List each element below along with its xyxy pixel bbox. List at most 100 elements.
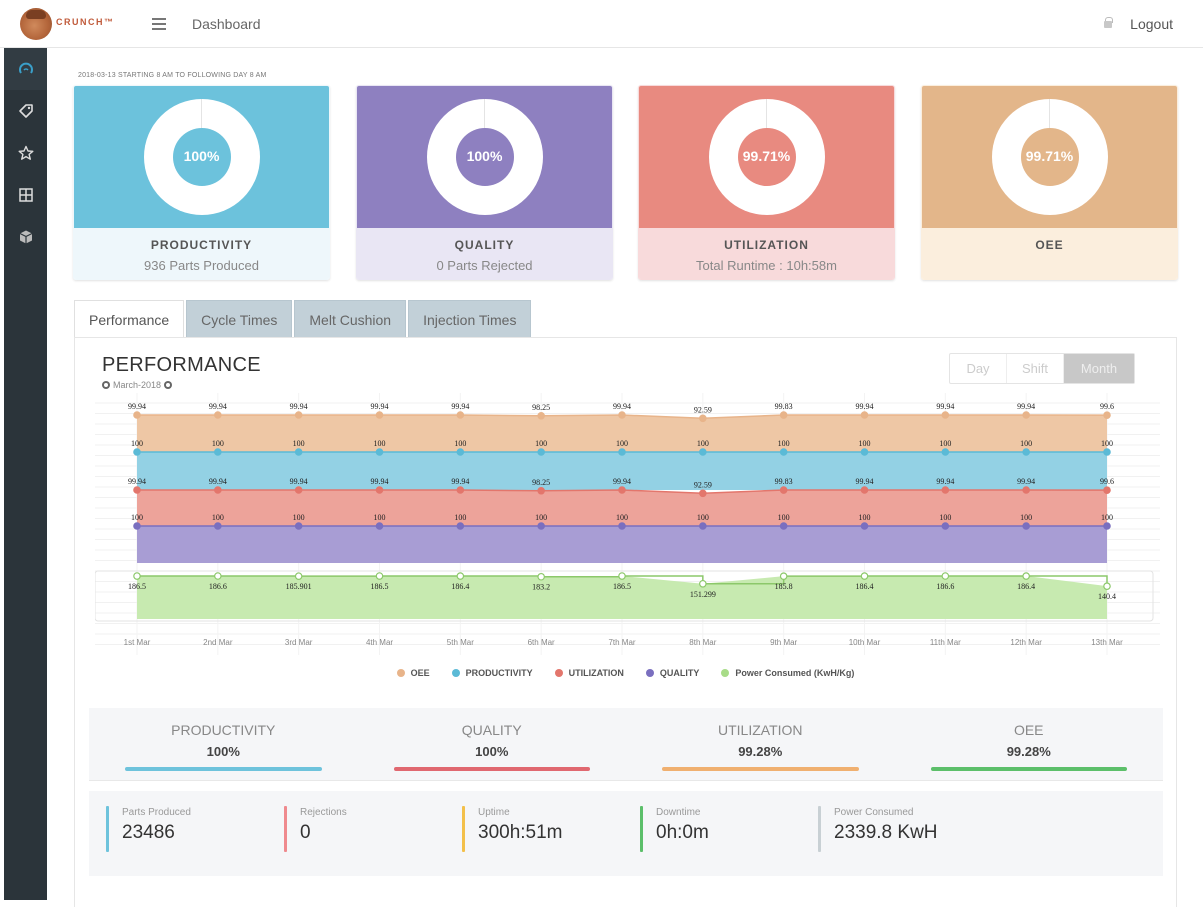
data-label: 99.83 [775, 402, 793, 411]
main-content: 2018-03-13 STARTING 8 AM TO FOLLOWING DA… [47, 48, 1203, 907]
range-month-button[interactable]: Month [1064, 354, 1134, 383]
data-point [618, 411, 626, 419]
data-label: 92.59 [694, 405, 712, 414]
data-label: 99.94 [290, 477, 308, 486]
data-point [779, 522, 788, 530]
range-day-button[interactable]: Day [950, 354, 1007, 383]
data-point [860, 448, 869, 456]
legend-item[interactable]: OEE [396, 668, 430, 678]
legend-swatch [396, 669, 405, 677]
tab-melt-cushion[interactable]: Melt Cushion [294, 300, 407, 338]
range-shift-button[interactable]: Shift [1007, 354, 1064, 383]
data-label: 99.94 [1017, 402, 1035, 411]
data-label: 99.94 [128, 477, 146, 486]
tab-injection-times[interactable]: Injection Times [408, 300, 532, 338]
data-point [294, 486, 303, 494]
data-point [1103, 582, 1111, 590]
data-point [699, 448, 707, 456]
stat-power-consumed: Power Consumed 2339.8 KwH [818, 791, 996, 876]
legend-item[interactable]: UTILIZATION [554, 668, 624, 678]
lock-icon [1104, 16, 1114, 30]
summary-strip: PRODUCTIVITY 100% QUALITY 100% UTILIZATI… [89, 708, 1163, 781]
x-tick-label: 6th Mar [528, 638, 555, 647]
sidebar-item-favorites[interactable] [4, 132, 47, 174]
logout-button[interactable]: Logout [1104, 16, 1173, 32]
stat-label: Parts Produced [122, 807, 191, 818]
data-point [1022, 572, 1030, 580]
kpi-subtitle: 0 Parts Rejected [436, 258, 533, 273]
legend-swatch [451, 669, 460, 677]
data-point [699, 579, 707, 588]
data-point [214, 572, 222, 580]
data-point [375, 522, 384, 530]
star-icon [18, 145, 33, 160]
data-point [1022, 411, 1030, 419]
sidebar-item-dashboard[interactable] [4, 48, 47, 90]
data-label: 99.94 [613, 477, 631, 486]
data-point [294, 411, 303, 419]
data-point [1022, 448, 1030, 456]
summary-quality: QUALITY 100% [358, 708, 627, 780]
donut-gap-marker [200, 99, 202, 128]
legend-label: Power Consumed (KwH/Kg) [735, 668, 855, 678]
donut-gap-marker [765, 99, 767, 128]
sidebar [4, 48, 47, 900]
data-label: 99.94 [856, 402, 874, 411]
data-label: 99.94 [209, 402, 227, 411]
data-point [941, 522, 950, 530]
data-label: 100 [616, 513, 628, 522]
x-tick-label: 4th Mar [366, 638, 393, 647]
power-chart-frame [95, 570, 1154, 622]
legend-item[interactable]: PRODUCTIVITY [451, 668, 533, 678]
tab-cycle-times[interactable]: Cycle Times [186, 300, 293, 338]
data-label: 100 [374, 513, 386, 522]
data-point [133, 572, 141, 580]
data-point [1103, 522, 1111, 530]
kpi-value: 100% [183, 148, 220, 164]
legend-swatch [554, 669, 563, 677]
data-label: 100 [212, 439, 224, 448]
data-point [537, 522, 545, 530]
hamburger-menu-icon[interactable] [152, 17, 166, 30]
summary-utilization: UTILIZATION 99.28% [626, 708, 895, 780]
cube-icon [19, 230, 32, 244]
kpi-card-quality: 100% QUALITY 0 Parts Rejected [356, 85, 613, 280]
legend-item[interactable]: Power Consumed (KwH/Kg) [721, 668, 854, 678]
sidebar-item-grid[interactable] [4, 174, 47, 216]
kpi-chart-area: 100% [357, 86, 612, 228]
data-point [456, 448, 465, 456]
legend-label: UTILIZATION [568, 668, 624, 678]
sidebar-item-modules[interactable] [4, 216, 47, 258]
summary-label: UTILIZATION [717, 722, 803, 738]
sidebar-item-tags[interactable] [4, 90, 47, 132]
data-label: 186.6 [936, 582, 954, 591]
x-tick-label: 13th Mar [1091, 638, 1123, 647]
x-tick-label: 7th Mar [608, 638, 635, 647]
x-tick-label: 5th Mar [447, 638, 474, 647]
data-label: 186.5 [128, 582, 146, 591]
data-label: 100 [535, 439, 547, 448]
data-point [1022, 522, 1030, 530]
stat-downtime: Downtime 0h:0m [640, 791, 818, 876]
kpi-value: 99.71% [1025, 148, 1074, 164]
data-point [456, 572, 465, 580]
data-label: 98.25 [532, 478, 550, 487]
data-point [860, 486, 869, 494]
kpi-footer: OEE [922, 228, 1177, 279]
legend-swatch [721, 669, 730, 677]
legend-item[interactable]: QUALITY [645, 668, 699, 678]
data-label: 100 [1020, 513, 1032, 522]
tab-performance[interactable]: Performance [74, 300, 185, 338]
tag-icon [18, 104, 33, 118]
next-period-icon[interactable] [164, 381, 173, 389]
stat-accent [640, 806, 643, 852]
stat-label: Power Consumed [834, 807, 914, 818]
data-label: 100 [1101, 439, 1113, 448]
data-point [699, 489, 707, 498]
kpi-title: UTILIZATION [724, 238, 809, 252]
x-tick-label: 8th Mar [689, 638, 716, 647]
chart-legend: OEE PRODUCTIVITY UTILIZATION QUALITY Power C… [75, 668, 1176, 678]
previous-period-icon[interactable] [102, 381, 110, 389]
brand-logo[interactable]: CRUNCH™ [20, 7, 138, 40]
data-label: 99.94 [451, 402, 469, 411]
